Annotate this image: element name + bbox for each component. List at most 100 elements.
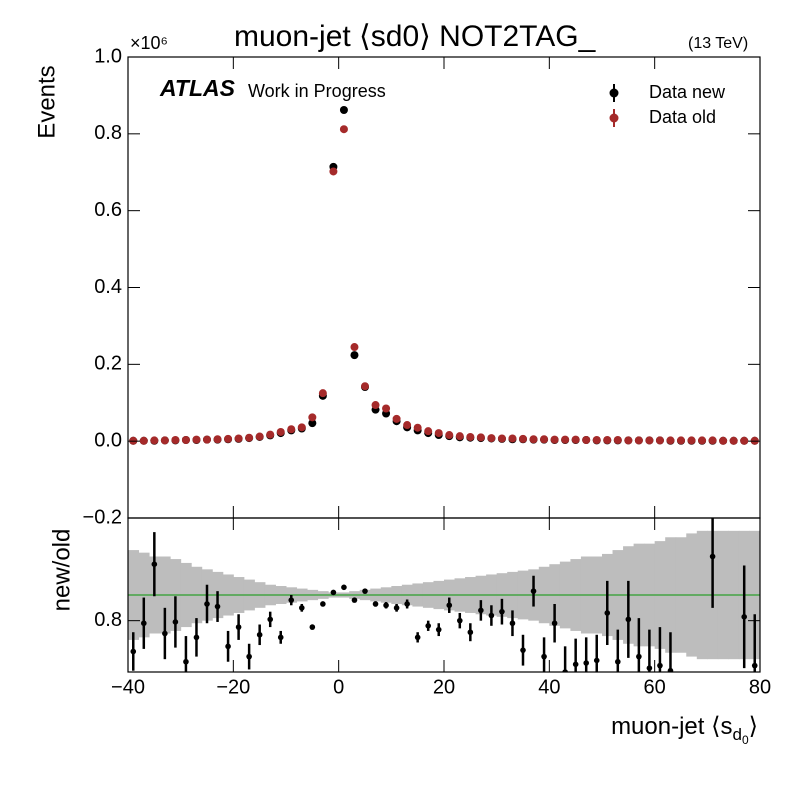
y-tick-label: 0.4 — [94, 276, 122, 298]
data-point — [234, 434, 243, 443]
data-point — [288, 597, 295, 603]
data-point — [192, 435, 201, 444]
data-point — [708, 436, 717, 445]
energy-label: (13 TeV) — [688, 35, 748, 52]
y-tick-label: 0.8 — [94, 122, 122, 144]
chart-title: muon-jet ⟨sd0⟩ NOT2TAG_ — [234, 20, 597, 53]
data-point — [540, 435, 549, 444]
data-point — [382, 404, 391, 413]
data-point — [404, 601, 410, 607]
data-point — [171, 436, 180, 445]
data-point — [371, 401, 380, 410]
data-point — [299, 605, 305, 611]
x-label-subsub: 0 — [742, 733, 749, 747]
data-point — [277, 634, 284, 641]
data-point — [203, 435, 211, 444]
data-point — [193, 634, 200, 641]
data-point — [256, 631, 263, 638]
data-point — [719, 436, 728, 445]
data-point — [550, 435, 559, 444]
data-point — [741, 614, 747, 620]
data-point — [497, 434, 506, 443]
legend-label: Data old — [649, 107, 716, 127]
data-point — [339, 106, 348, 115]
data-point — [604, 610, 611, 616]
data-point — [266, 430, 275, 439]
data-point — [561, 435, 570, 444]
data-point — [455, 432, 464, 441]
data-point — [520, 647, 526, 653]
x-label-close: ⟩ — [749, 713, 758, 740]
data-point — [414, 634, 421, 641]
data-point — [224, 434, 233, 443]
y-tick-label: 0.2 — [94, 353, 122, 375]
data-point — [308, 413, 317, 422]
data-point — [634, 436, 643, 445]
data-point — [330, 589, 337, 596]
data-point — [571, 435, 580, 444]
ratio-y-axis-label: new/old — [48, 529, 75, 612]
data-point — [613, 436, 622, 445]
data-point — [320, 601, 326, 607]
data-point — [235, 624, 242, 630]
data-point — [592, 436, 601, 445]
y-tick-label: −0.2 — [83, 506, 122, 528]
data-point — [393, 605, 400, 611]
data-point — [499, 608, 505, 615]
data-point — [487, 434, 496, 443]
data-point — [709, 553, 716, 560]
data-point — [213, 435, 222, 444]
data-point — [446, 602, 453, 609]
data-point — [308, 419, 317, 428]
data-point — [488, 612, 495, 619]
data-point — [350, 343, 359, 352]
status-label: Work in Progress — [248, 81, 386, 101]
data-point — [677, 436, 685, 445]
data-point — [318, 389, 327, 398]
data-point — [246, 653, 252, 660]
data-point — [413, 423, 422, 432]
data-point — [478, 607, 484, 614]
data-point — [687, 436, 696, 445]
data-point — [245, 433, 254, 442]
data-point — [698, 436, 707, 445]
data-point — [392, 414, 401, 423]
data-point — [361, 382, 369, 391]
data-point — [350, 351, 359, 360]
data-point — [657, 662, 663, 669]
data-point — [139, 436, 148, 445]
data-point — [740, 436, 749, 445]
x-label-main: muon-jet ⟨s — [611, 713, 732, 740]
data-point — [403, 421, 412, 430]
x-tick-label: 60 — [644, 676, 666, 698]
x-tick-label: 40 — [538, 676, 560, 698]
data-point — [541, 653, 547, 660]
y-tick-label: 0.6 — [94, 199, 122, 221]
legend-marker — [609, 113, 619, 123]
data-point — [151, 561, 158, 567]
data-point — [150, 436, 159, 445]
data-point — [287, 425, 296, 434]
data-point — [434, 429, 443, 438]
data-point — [372, 601, 379, 607]
data-point — [225, 643, 231, 650]
data-point — [476, 433, 485, 442]
data-point — [341, 584, 347, 591]
y-multiplier: ×10⁶ — [130, 33, 168, 53]
data-point — [655, 436, 664, 445]
data-point — [530, 588, 537, 594]
data-point — [508, 434, 517, 443]
data-point — [509, 620, 516, 627]
data-point — [297, 423, 306, 432]
x-tick-label: −20 — [216, 676, 250, 698]
data-point — [141, 620, 147, 627]
experiment-label: ATLAS — [159, 75, 236, 101]
data-point — [562, 669, 568, 672]
y-axis-label: Events — [33, 65, 60, 138]
x-tick-label: −40 — [111, 676, 145, 698]
data-point — [445, 431, 454, 440]
data-point — [383, 602, 389, 609]
x-tick-label: 80 — [749, 676, 771, 698]
